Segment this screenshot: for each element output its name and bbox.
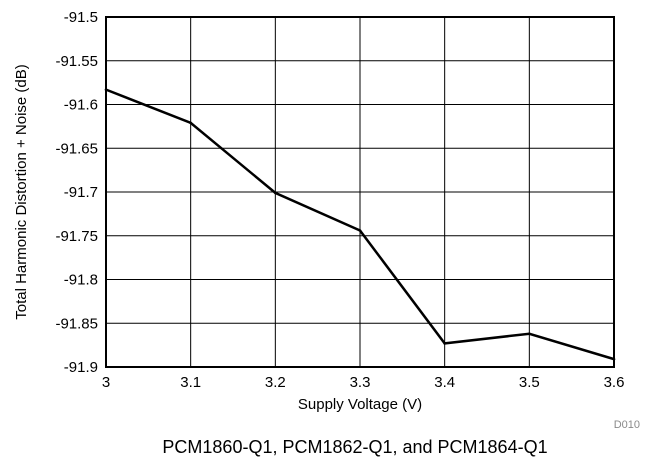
data-point xyxy=(189,121,192,125)
x-tick-labels: 3 3.1 3.2 3.3 3.4 3.5 3.6 xyxy=(102,374,625,391)
y-axis-label: Total Harmonic Distortion + Noise (dB) xyxy=(13,64,30,320)
data-point xyxy=(104,88,108,91)
x-axis-label: Supply Voltage (V) xyxy=(298,396,422,413)
x-tick-label: 3 xyxy=(102,374,110,391)
y-tick-label: -91.75 xyxy=(55,228,98,245)
data-point xyxy=(612,357,616,361)
data-point xyxy=(443,342,446,345)
x-tick-label: 3.3 xyxy=(350,374,371,391)
plot-area xyxy=(105,16,615,368)
figure-code: D010 xyxy=(614,419,640,431)
x-tick-label: 3.6 xyxy=(604,374,625,391)
x-tick-label: 3.1 xyxy=(180,374,201,391)
chart-caption: PCM1860-Q1, PCM1862-Q1, and PCM1864-Q1 xyxy=(162,437,547,457)
x-tick-label: 3.4 xyxy=(434,374,455,391)
series-layer xyxy=(104,88,616,361)
data-point xyxy=(274,191,277,195)
y-tick-label: -91.85 xyxy=(55,315,98,332)
data-point xyxy=(358,229,362,232)
y-tick-label: -91.65 xyxy=(55,140,98,157)
x-tick-label: 3.2 xyxy=(265,374,286,391)
y-tick-label: -91.55 xyxy=(55,53,98,70)
y-tick-label: -91.6 xyxy=(64,97,98,114)
y-tick-label: -91.9 xyxy=(64,359,98,376)
y-tick-label: -91.8 xyxy=(64,272,98,289)
y-tick-label: -91.7 xyxy=(64,184,98,201)
x-tick-label: 3.5 xyxy=(519,374,540,391)
y-tick-label: -91.5 xyxy=(64,9,98,26)
y-tick-labels: -91.5 -91.55 -91.6 -91.65 -91.7 -91.75 -91.8 -9… xyxy=(55,9,98,376)
gridlines xyxy=(105,16,615,368)
data-point xyxy=(528,332,531,336)
